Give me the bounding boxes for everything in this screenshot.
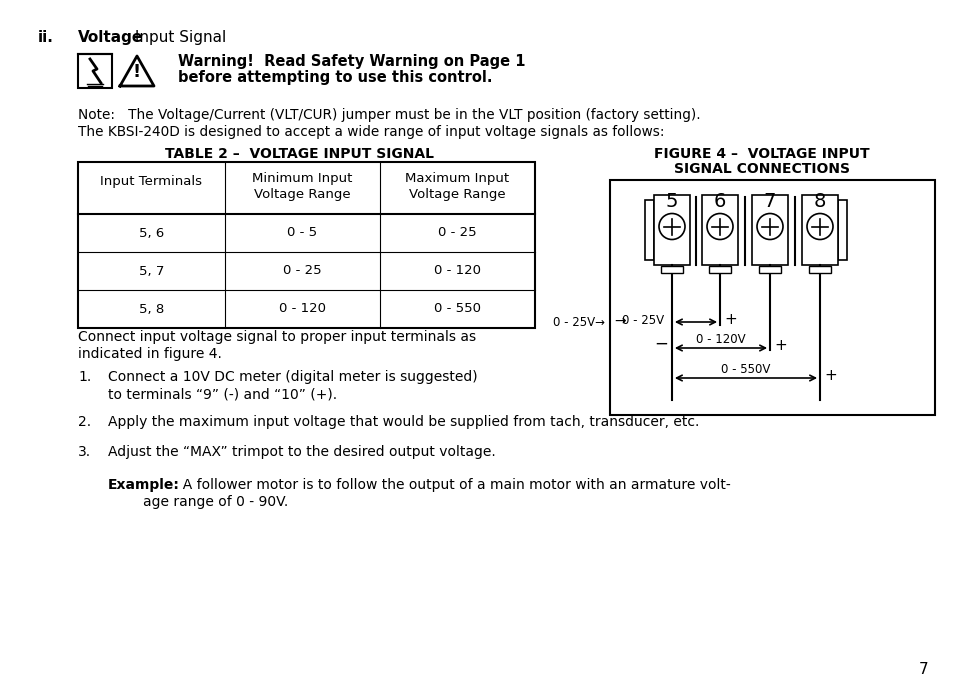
Text: 0 - 25V: 0 - 25V — [621, 315, 663, 328]
Text: Example:: Example: — [108, 478, 180, 492]
Text: !: ! — [132, 63, 141, 81]
Bar — [759, 266, 781, 273]
Circle shape — [806, 214, 832, 239]
Circle shape — [706, 214, 732, 239]
Circle shape — [757, 214, 782, 239]
Bar — [708, 266, 730, 273]
Text: TABLE 2 –  VOLTAGE INPUT SIGNAL: TABLE 2 – VOLTAGE INPUT SIGNAL — [165, 147, 434, 161]
Circle shape — [659, 214, 684, 239]
Text: 1.: 1. — [78, 370, 91, 384]
Text: Input Terminals: Input Terminals — [100, 175, 202, 189]
Text: 0 - 5: 0 - 5 — [287, 226, 317, 239]
Text: Voltage Range: Voltage Range — [409, 188, 505, 201]
Bar — [654, 195, 689, 265]
Text: to terminals “9” (-) and “10” (+).: to terminals “9” (-) and “10” (+). — [108, 387, 336, 401]
Text: 7: 7 — [763, 192, 776, 211]
Text: 2.: 2. — [78, 415, 91, 429]
Text: Voltage Range: Voltage Range — [253, 188, 351, 201]
Bar — [837, 200, 846, 260]
Text: Warning!  Read Safety Warning on Page 1: Warning! Read Safety Warning on Page 1 — [178, 54, 525, 69]
Text: →: → — [614, 314, 625, 328]
Text: Apply the maximum input voltage that would be supplied from tach, transducer, et: Apply the maximum input voltage that wou… — [108, 415, 699, 429]
Bar — [78, 162, 535, 328]
Text: 0 - 120: 0 - 120 — [278, 303, 326, 315]
Text: 8: 8 — [813, 192, 825, 211]
Text: FIGURE 4 –  VOLTAGE INPUT: FIGURE 4 – VOLTAGE INPUT — [654, 147, 869, 161]
Bar — [701, 195, 738, 265]
Text: 5, 8: 5, 8 — [139, 303, 164, 315]
Text: The KBSI-240D is designed to accept a wide range of input voltage signals as fol: The KBSI-240D is designed to accept a wi… — [78, 125, 664, 139]
Text: 0 - 550: 0 - 550 — [434, 303, 480, 315]
Text: indicated in figure 4.: indicated in figure 4. — [78, 347, 222, 361]
Text: 0 - 120: 0 - 120 — [434, 264, 480, 278]
Bar — [751, 195, 787, 265]
Text: ii.: ii. — [38, 30, 53, 45]
Text: Connect input voltage signal to proper input terminals as: Connect input voltage signal to proper i… — [78, 330, 476, 344]
Text: Maximum Input: Maximum Input — [405, 172, 509, 185]
Text: 3.: 3. — [78, 445, 91, 459]
Text: 0 - 25V→: 0 - 25V→ — [553, 315, 604, 329]
Text: 5: 5 — [665, 192, 678, 211]
Text: 5, 6: 5, 6 — [139, 226, 164, 239]
Text: −: − — [654, 335, 667, 353]
Text: age range of 0 - 90V.: age range of 0 - 90V. — [108, 495, 288, 509]
Text: SIGNAL CONNECTIONS: SIGNAL CONNECTIONS — [673, 162, 849, 176]
Bar — [644, 200, 654, 260]
Text: 7: 7 — [919, 662, 928, 677]
Text: 0 - 25: 0 - 25 — [437, 226, 476, 239]
Text: 0 - 25: 0 - 25 — [283, 264, 321, 278]
Text: before attempting to use this control.: before attempting to use this control. — [178, 70, 492, 85]
Text: +: + — [823, 368, 836, 383]
Text: A follower motor is to follow the output of a main motor with an armature volt-: A follower motor is to follow the output… — [173, 478, 730, 492]
Bar — [609, 180, 934, 415]
Text: 5, 7: 5, 7 — [139, 264, 164, 278]
Text: Minimum Input: Minimum Input — [252, 172, 353, 185]
Bar — [801, 195, 837, 265]
Text: 0 - 550V: 0 - 550V — [720, 363, 770, 376]
Text: Note:   The Voltage/Current (VLT/CUR) jumper must be in the VLT position (factor: Note: The Voltage/Current (VLT/CUR) jump… — [78, 108, 700, 122]
Text: 0 - 120V: 0 - 120V — [696, 333, 745, 346]
Text: Input Signal: Input Signal — [130, 30, 226, 45]
Text: +: + — [773, 338, 786, 353]
Text: 6: 6 — [713, 192, 725, 211]
Bar — [808, 266, 830, 273]
Text: Connect a 10V DC meter (digital meter is suggested): Connect a 10V DC meter (digital meter is… — [108, 370, 477, 384]
Text: Voltage: Voltage — [78, 30, 143, 45]
Bar — [78, 54, 112, 88]
Text: +: + — [723, 312, 736, 327]
Bar — [660, 266, 682, 273]
Text: Adjust the “MAX” trimpot to the desired output voltage.: Adjust the “MAX” trimpot to the desired … — [108, 445, 496, 459]
